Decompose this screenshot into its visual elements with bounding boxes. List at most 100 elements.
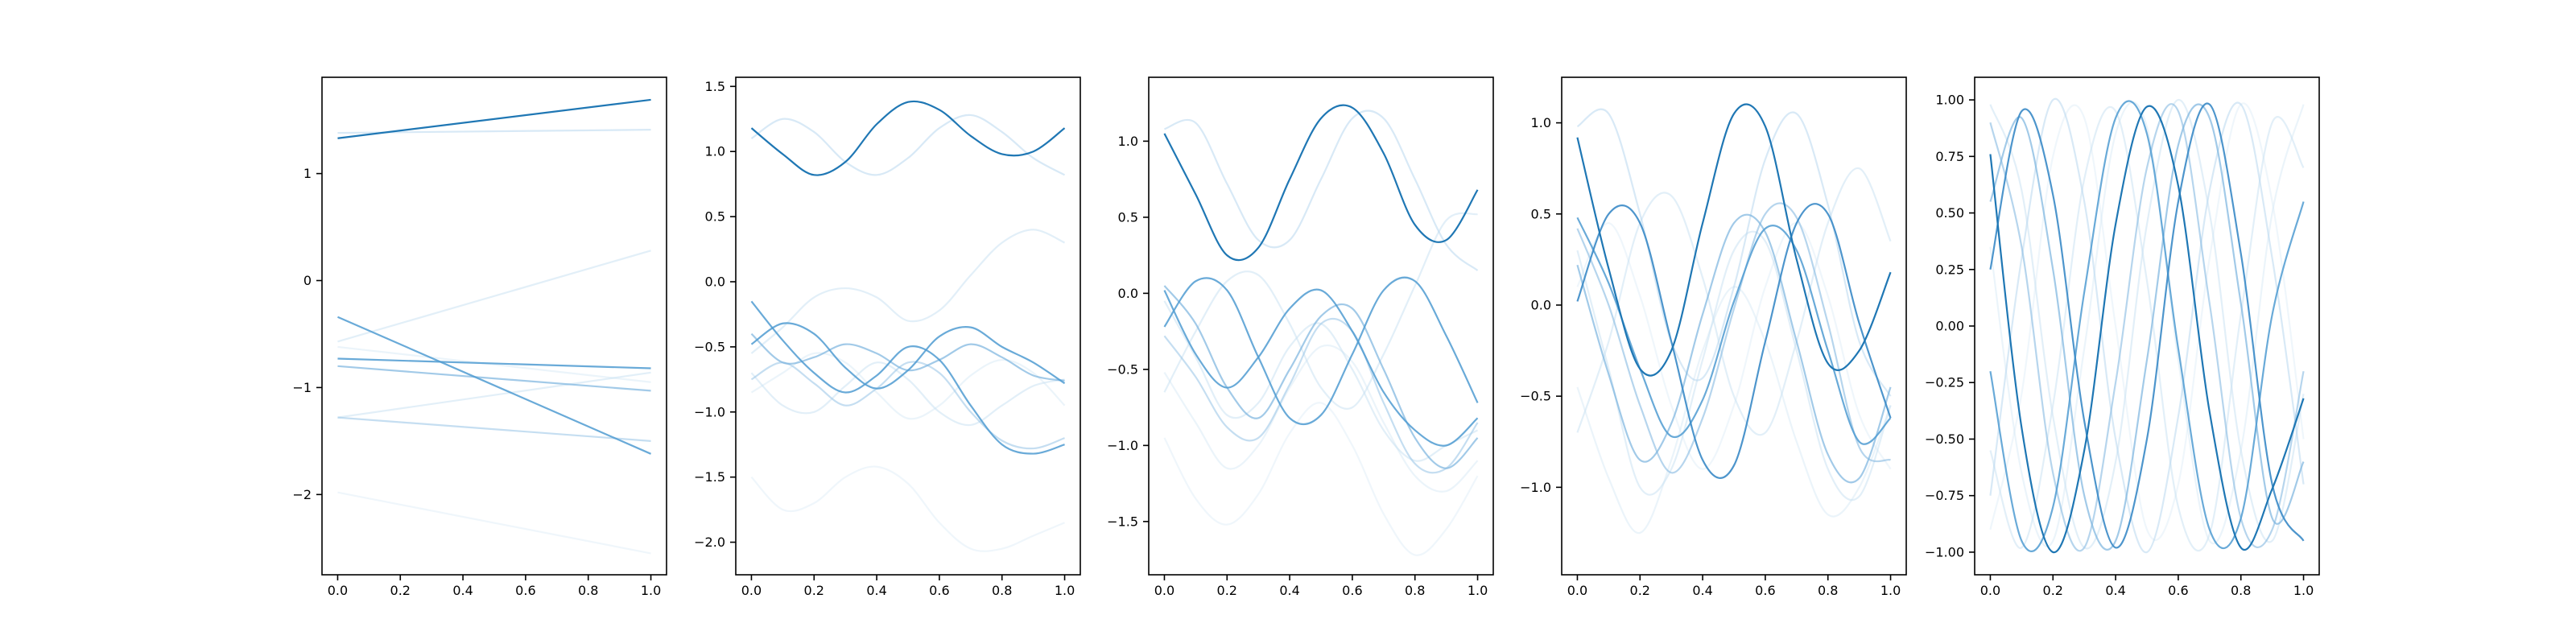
series-line-7 <box>337 250 651 343</box>
x-tick-label: 0.0 <box>741 583 762 598</box>
series-line-6 <box>1576 108 1892 397</box>
series-line-6 <box>750 114 1066 176</box>
series-line-5 <box>1576 202 1891 474</box>
x-tick-label: 1.0 <box>1468 583 1488 598</box>
subplot-3: 0.0 0.2 0.4 0.6 0.8 1.0 1.0 0.5 0.0 −0.5 −1.0 −1.5 <box>1107 76 1494 598</box>
x-tick-label: 0.6 <box>1755 583 1775 598</box>
series-line-4 <box>1163 285 1479 469</box>
y-tick-label: 0.5 <box>1118 209 1138 225</box>
x-tick-label: 0.2 <box>1630 583 1650 598</box>
series-line-9 <box>337 345 651 383</box>
subplot-5: 0.0 0.2 0.4 0.6 0.8 1.0 1.00 0.75 0.50 0.25 0.00 −0… <box>1925 76 2320 598</box>
series-line-5 <box>337 416 651 442</box>
subplot-1: 0.0 0.2 0.4 0.6 0.8 1.0 1 0 −1 −2 <box>292 76 667 598</box>
axes-frame <box>1561 76 1907 576</box>
series-line-10 <box>1163 402 1479 556</box>
x-tick-label: 0.4 <box>1692 583 1712 598</box>
x-tick-label: 0.4 <box>452 583 473 598</box>
series-line-5 <box>1163 317 1479 474</box>
series-line-6 <box>1989 97 2305 554</box>
x-tick-label: 1.0 <box>2293 583 2314 598</box>
x-tick-label: 0.6 <box>2168 583 2188 598</box>
series-line-9 <box>1163 344 1479 493</box>
series-line-1 <box>750 100 1066 176</box>
series-group <box>1576 103 1892 535</box>
x-tick-label: 0.2 <box>804 583 824 598</box>
series-line-3 <box>337 357 651 369</box>
x-tick-label: 0.6 <box>1342 583 1362 598</box>
y-tick-label: 0.00 <box>1935 319 1964 334</box>
x-tick-label: 0.2 <box>1217 583 1237 598</box>
y-tick-label: −1.00 <box>1925 544 1964 559</box>
y-tick-label: −1.5 <box>1107 514 1138 529</box>
series-line-9 <box>1989 101 2305 547</box>
y-tick-label: −0.50 <box>1925 431 1964 447</box>
y-tick-label: 0.0 <box>1118 286 1138 301</box>
y-tick-label: 0.50 <box>1935 205 1964 221</box>
series-group <box>750 100 1066 552</box>
subplot-4: 0.0 0.2 0.4 0.6 0.8 1.0 1.0 0.5 0.0 −0.5 −1.0 <box>1520 76 1907 598</box>
series-line-2 <box>1989 102 2305 549</box>
x-tick-label: 0.0 <box>1980 583 2000 598</box>
series-line-8 <box>337 371 651 419</box>
x-tick-label: 0.6 <box>929 583 949 598</box>
y-tick-label: 1.0 <box>1118 134 1138 149</box>
y-tick-label: 1.0 <box>705 144 725 159</box>
series-line-10 <box>750 465 1065 552</box>
y-tick-label: −2 <box>292 487 312 502</box>
y-tick-label: −1 <box>292 380 312 395</box>
y-tick-label: −0.5 <box>1107 361 1138 377</box>
y-tick-label: 0 <box>303 273 312 288</box>
axes-frame <box>735 76 1081 576</box>
y-tick-label: 1.0 <box>1531 115 1551 130</box>
x-tick-label: 0.4 <box>2105 583 2125 598</box>
series-line-5 <box>750 361 1065 450</box>
series-line-2 <box>1576 203 1892 479</box>
series-line-2 <box>337 316 651 455</box>
x-tick-label: 1.0 <box>1880 583 1901 598</box>
y-tick-label: −1.0 <box>1107 438 1138 453</box>
x-tick-label: 0.4 <box>1279 583 1299 598</box>
series-line-1 <box>1163 104 1479 262</box>
y-tick-label: 1 <box>303 166 312 181</box>
y-tick-label: −1.0 <box>1520 480 1551 495</box>
x-tick-label: 0.8 <box>1818 583 1838 598</box>
series-line-7 <box>1163 212 1478 410</box>
series-line-2 <box>1163 276 1479 425</box>
series-line-8 <box>1576 230 1892 502</box>
series-line-9 <box>750 352 1066 420</box>
y-tick-label: −0.5 <box>1520 389 1551 404</box>
y-tick-label: −0.25 <box>1925 375 1964 390</box>
series-group <box>337 98 651 555</box>
series-line-3 <box>1989 100 2305 552</box>
y-tick-label: −1.5 <box>694 469 725 485</box>
series-line-1 <box>337 98 651 139</box>
y-tick-label: −1.0 <box>694 404 725 419</box>
series-line-1 <box>1576 103 1892 377</box>
series-line-4 <box>1576 213 1892 484</box>
x-tick-label: 0.8 <box>992 583 1012 598</box>
y-tick-label: 0.5 <box>1531 206 1551 221</box>
series-line-3 <box>1576 217 1892 445</box>
series-line-5 <box>1989 103 2305 552</box>
x-tick-label: 0.8 <box>578 583 598 598</box>
series-line-1 <box>1989 105 2305 554</box>
y-tick-label: 0.0 <box>1531 297 1551 312</box>
x-tick-label: 0.2 <box>2043 583 2063 598</box>
y-tick-label: 0.75 <box>1935 149 1964 164</box>
subplot-2: 0.0 0.2 0.4 0.6 0.8 1.0 1.5 1.0 0.5 0.0 −0.5 −1.0 −1… <box>694 76 1081 598</box>
x-tick-label: 0.2 <box>390 583 411 598</box>
axes-frame <box>1148 76 1494 576</box>
x-tick-label: 0.6 <box>515 583 535 598</box>
series-line-7 <box>750 229 1066 354</box>
y-tick-label: 0.5 <box>705 209 725 225</box>
series-line-10 <box>1989 102 2305 541</box>
series-line-4 <box>337 365 651 392</box>
y-tick-label: 0.0 <box>705 274 725 289</box>
x-tick-label: 0.4 <box>866 583 886 598</box>
series-line-10 <box>1576 221 1892 470</box>
series-line-3 <box>750 322 1066 390</box>
series-line-4 <box>1989 103 2305 551</box>
y-tick-label: −0.5 <box>694 339 725 354</box>
